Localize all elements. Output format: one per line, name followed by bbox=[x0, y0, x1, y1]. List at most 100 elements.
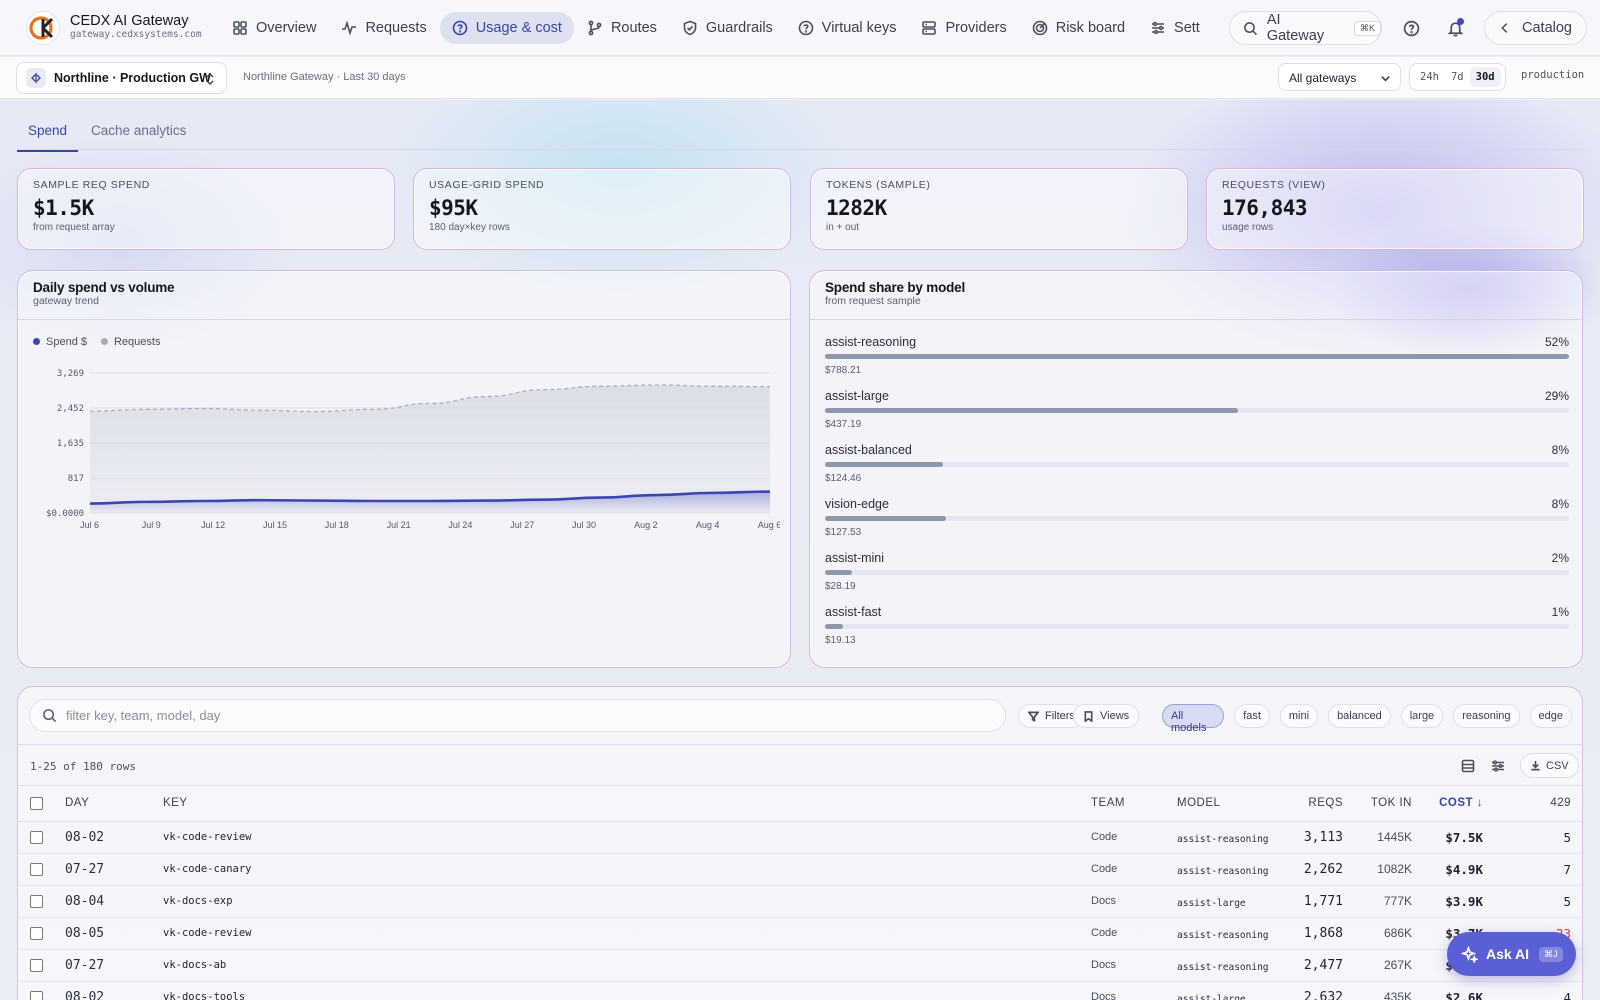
notification-dot bbox=[1457, 18, 1464, 25]
range-24h[interactable]: 24h bbox=[1420, 71, 1439, 83]
gateway-select[interactable]: All gateways bbox=[1278, 63, 1401, 91]
col-tok-in[interactable]: TOK IN bbox=[1344, 786, 1416, 822]
chip-all-models[interactable]: All models bbox=[1162, 704, 1225, 734]
row-checkbox[interactable] bbox=[30, 959, 43, 973]
select-all-checkbox[interactable] bbox=[30, 796, 43, 810]
chip-mini[interactable]: mini bbox=[1279, 704, 1319, 728]
share-amount: $124.46 bbox=[825, 473, 862, 484]
nav-usage-cost[interactable]: Usage & cost bbox=[439, 11, 574, 44]
gateway-picker[interactable]: Northline · Production GW bbox=[16, 62, 227, 94]
notifications-button[interactable] bbox=[1442, 15, 1468, 41]
share-row[interactable]: vision-edge 8% $127.53 bbox=[825, 497, 1569, 551]
search-icon bbox=[1244, 21, 1258, 35]
col-reqs[interactable]: REQS bbox=[1287, 786, 1344, 822]
csv-export-button[interactable]: CSV bbox=[1520, 753, 1579, 778]
cell-day: 08-04 bbox=[53, 885, 153, 918]
cell-day: 07-27 bbox=[53, 949, 153, 982]
cell-model: assist-reasoning bbox=[1177, 917, 1287, 950]
ask-ai-button[interactable]: Ask AI ⌘J bbox=[1447, 932, 1576, 976]
col-team[interactable]: TEAM bbox=[1091, 786, 1177, 822]
catalog-label: Catalog bbox=[1522, 20, 1572, 36]
cell-cost: $7.5K bbox=[1416, 821, 1494, 854]
share-row[interactable]: assist-reasoning 52% $788.21 bbox=[825, 335, 1569, 389]
radar-icon bbox=[1032, 20, 1048, 35]
col-429[interactable]: 429 bbox=[1494, 786, 1582, 822]
row-checkbox[interactable] bbox=[30, 863, 43, 877]
cell-reqs: 3,113 bbox=[1287, 821, 1344, 854]
cell-key[interactable]: vk-code-review bbox=[153, 917, 1091, 950]
cell-key[interactable]: vk-docs-exp bbox=[153, 885, 1091, 918]
help-button[interactable] bbox=[1398, 15, 1424, 41]
col-cost[interactable]: COST ↓ bbox=[1416, 786, 1494, 822]
chip-edge[interactable]: edge bbox=[1529, 704, 1572, 728]
legend-item-requests[interactable]: Requests bbox=[100, 336, 160, 348]
usage-table-card: filter key, team, model, day Filters Vie… bbox=[17, 686, 1583, 1000]
legend-item-spend[interactable]: Spend $ bbox=[33, 336, 87, 348]
cell-key[interactable]: vk-code-canary bbox=[153, 853, 1091, 886]
density-button[interactable] bbox=[1456, 754, 1480, 778]
chevron-updown-icon bbox=[206, 73, 214, 85]
cell-day: 07-27 bbox=[53, 853, 153, 886]
row-checkbox[interactable] bbox=[30, 927, 43, 941]
nav-label: Guardrails bbox=[705, 19, 773, 36]
catalog-button[interactable]: Catalog bbox=[1484, 11, 1587, 45]
range-30d[interactable]: 30d bbox=[1469, 67, 1501, 87]
nav-risk-board[interactable]: Risk board bbox=[1020, 12, 1137, 44]
help-circle-icon bbox=[452, 20, 468, 35]
nav-routes[interactable]: Routes bbox=[575, 12, 669, 44]
nav-label: Usage & cost bbox=[475, 19, 562, 36]
table-row[interactable]: 08-05 vk-code-review Code assist-reasoning 1… bbox=[18, 917, 1582, 950]
nav-settings[interactable]: Sett bbox=[1138, 12, 1212, 44]
chip-reasoning[interactable]: reasoning bbox=[1453, 704, 1520, 728]
tab-cache-analytics[interactable]: Cache analytics bbox=[91, 123, 187, 138]
share-row[interactable]: assist-mini 2% $28.19 bbox=[825, 551, 1569, 605]
nav-providers[interactable]: Providers bbox=[909, 12, 1018, 44]
row-checkbox[interactable] bbox=[30, 895, 43, 909]
nav-virtual-keys[interactable]: Virtual keys bbox=[786, 12, 909, 44]
col-day[interactable]: DAY bbox=[53, 786, 153, 822]
cell-reqs: 1,771 bbox=[1287, 885, 1344, 918]
nav-guardrails[interactable]: Guardrails bbox=[670, 12, 785, 44]
global-search[interactable]: AI Gateway ⌘K bbox=[1229, 11, 1382, 45]
trend-panel: Daily spend vs volume gateway trend Spen… bbox=[17, 270, 791, 668]
cell-cost: $3.9K bbox=[1416, 885, 1494, 918]
nav-overview[interactable]: Overview bbox=[220, 12, 328, 44]
nav-requests[interactable]: Requests bbox=[329, 12, 438, 44]
cell-tok-in: 686K bbox=[1344, 917, 1416, 950]
chip-large[interactable]: large bbox=[1400, 704, 1444, 728]
cell-key[interactable]: vk-docs-tools bbox=[153, 981, 1091, 1000]
brand-subtitle: gateway.cedxsystems.com bbox=[70, 29, 202, 41]
help-circle-icon bbox=[798, 20, 814, 35]
chip-fast[interactable]: fast bbox=[1234, 704, 1270, 728]
cell-cost: $2.6K bbox=[1416, 981, 1494, 1000]
views-button[interactable]: Views bbox=[1073, 704, 1140, 728]
share-row[interactable]: assist-balanced 8% $124.46 bbox=[825, 443, 1569, 497]
cell-team: Docs bbox=[1091, 885, 1177, 918]
share-track bbox=[825, 354, 1569, 359]
share-row[interactable]: assist-fast 1% $19.13 bbox=[825, 605, 1569, 659]
range-7d[interactable]: 7d bbox=[1450, 71, 1464, 83]
columns-button[interactable] bbox=[1486, 754, 1510, 778]
cell-key[interactable]: vk-code-review bbox=[153, 821, 1091, 854]
tab-spend[interactable]: Spend bbox=[17, 115, 79, 152]
table-row[interactable]: 08-04 vk-docs-exp Docs assist-large 1,771 777… bbox=[18, 885, 1582, 918]
chip-balanced[interactable]: balanced bbox=[1328, 704, 1391, 728]
table-row[interactable]: 07-27 vk-docs-ab Docs assist-reasoning 2,477… bbox=[18, 949, 1582, 982]
kpi-value: $1.5K bbox=[33, 196, 94, 220]
filter-input[interactable]: filter key, team, model, day bbox=[29, 699, 1006, 732]
x-tick-label: Aug 2 bbox=[634, 520, 658, 530]
table-row[interactable]: 08-02 vk-code-review Code assist-reasoning 3… bbox=[18, 821, 1582, 854]
col-model[interactable]: MODEL bbox=[1177, 786, 1287, 822]
brand[interactable]: CEDX AI Gateway gateway.cedxsystems.com bbox=[26, 10, 202, 45]
cell-key[interactable]: vk-docs-ab bbox=[153, 949, 1091, 982]
ask-ai-label: Ask AI bbox=[1486, 946, 1530, 962]
kpi-sub: usage rows bbox=[1222, 222, 1274, 233]
col-key[interactable]: KEY bbox=[153, 786, 1091, 822]
row-checkbox[interactable] bbox=[30, 991, 43, 1000]
share-row[interactable]: assist-large 29% $437.19 bbox=[825, 389, 1569, 443]
row-checkbox[interactable] bbox=[30, 831, 43, 845]
cell-team: Code bbox=[1091, 917, 1177, 950]
table-row[interactable]: 07-27 vk-code-canary Code assist-reasoning 2… bbox=[18, 853, 1582, 886]
table-row[interactable]: 08-02 vk-docs-tools Docs assist-large 2,632 4… bbox=[18, 981, 1582, 1000]
share-percent: 1% bbox=[1551, 605, 1569, 619]
